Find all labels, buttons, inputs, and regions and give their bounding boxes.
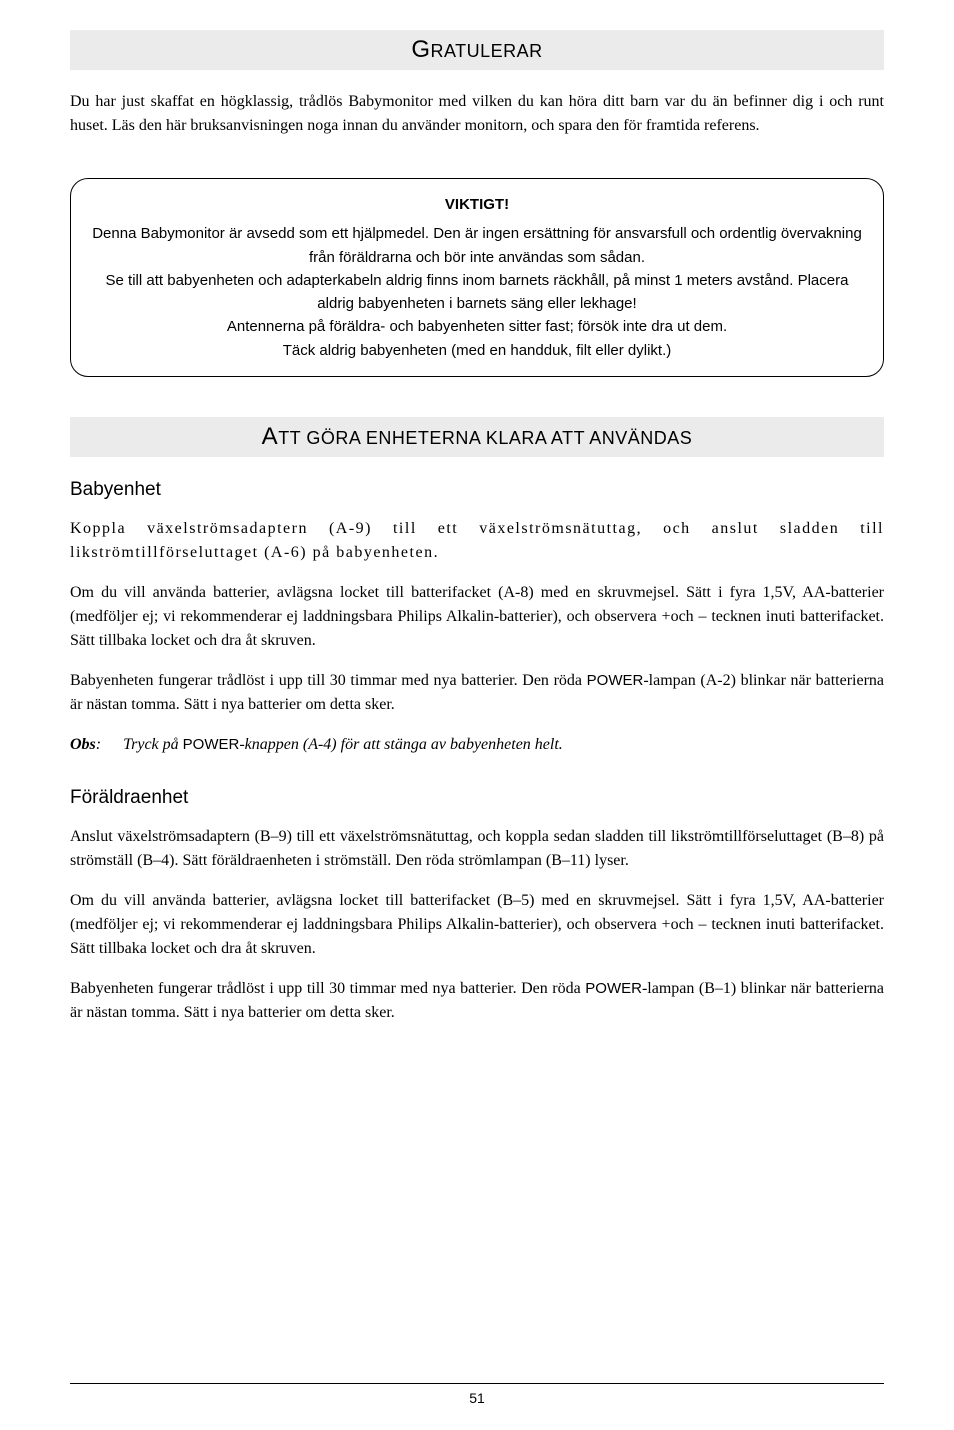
header2-rest: TT GÖRA ENHETERNA KLARA ATT ANVÄNDAS [278,428,692,448]
callout-line-1: Denna Babymonitor är avsedd som ett hjäl… [89,222,865,269]
baby-p2: Om du vill använda batterier, avlägsna l… [70,581,884,653]
callout-title: VIKTIGT! [89,193,865,216]
obs-colon: : [96,736,101,753]
important-callout: VIKTIGT! Denna Babymonitor är avsedd som… [70,178,884,377]
page-number: 51 [0,1383,954,1406]
page-number-value: 51 [469,1390,485,1406]
header-rest: RATULERAR [430,41,542,61]
power-label: POWER [587,672,644,689]
baby-p3: Babyenheten fungerar trådlöst i upp till… [70,669,884,717]
babyenhet-heading: Babyenhet [70,479,884,501]
obs-b: -knappen (A-4) för att stänga av babyenh… [239,736,562,753]
page: GRATULERAR Du har just skaffat en högkla… [0,0,954,1430]
parent-power-label: POWER [585,980,642,997]
callout-line-3: Antennerna på föräldra- och babyenheten … [89,315,865,338]
parent-p3a: Babyenheten fungerar trådlöst i upp till… [70,980,585,997]
callout-line-2: Se till att babyenheten och adapterkabel… [89,269,865,316]
baby-p1: Koppla växelströmsadaptern (A-9) till et… [70,517,884,565]
obs-power-label: POWER [183,736,240,753]
foraldraenhet-heading: Föräldraenhet [70,787,884,809]
header2-cap: A [262,423,279,450]
parent-p1: Anslut växelströmsadaptern (B–9) till et… [70,825,884,873]
obs-label: Obs [70,736,96,753]
obs-text: Tryck på POWER-knappen (A-4) för att stä… [123,736,563,753]
intro-paragraph: Du har just skaffat en högklassig, trådl… [70,90,884,138]
callout-line-4: Täck aldrig babyenheten (med en handduk,… [89,339,865,362]
parent-p3: Babyenheten fungerar trådlöst i upp till… [70,977,884,1025]
section-header-gratulerar: GRATULERAR [70,30,884,70]
section-header-setup: ATT GÖRA ENHETERNA KLARA ATT ANVÄNDAS [70,417,884,457]
obs-a: Tryck på [123,736,183,753]
baby-p3a: Babyenheten fungerar trådlöst i upp till… [70,672,587,689]
baby-obs: Obs: Tryck på POWER-knappen (A-4) för at… [70,733,884,757]
header-cap: G [411,36,430,63]
parent-p2: Om du vill använda batterier, avlägsna l… [70,889,884,961]
